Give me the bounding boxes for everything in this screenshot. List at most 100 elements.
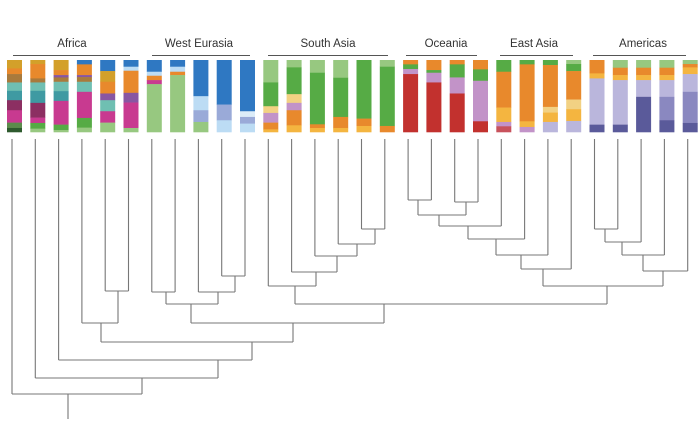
bar-segment-orange xyxy=(426,60,442,71)
bar-segment-lavender xyxy=(612,80,628,125)
ancestry-bar xyxy=(76,60,92,133)
bar-segment-orange xyxy=(100,81,116,94)
bar-segment-orange xyxy=(286,110,302,126)
bar-segment-lilac xyxy=(286,102,302,111)
ancestry-bar xyxy=(542,60,558,133)
group-bracket-south-asia xyxy=(268,55,388,56)
bar-segment-yellow-orange xyxy=(682,67,698,75)
bar-segment-lilac xyxy=(496,121,512,127)
bar-segment-navy xyxy=(612,124,628,133)
bar-segment-light-green xyxy=(566,60,582,65)
bar-segment-orange xyxy=(566,71,582,100)
bar-segment-lavender xyxy=(589,78,605,125)
bar-segment-yellow-orange xyxy=(659,75,675,81)
bar-segment-teal-light xyxy=(100,100,116,112)
bar-segment-green xyxy=(286,67,302,95)
bar-segment-light-blue xyxy=(146,71,162,77)
ancestry-bar xyxy=(263,60,279,133)
bar-segment-green xyxy=(542,60,558,66)
ancestry-bar xyxy=(612,60,628,133)
bar-segment-red xyxy=(426,82,442,133)
group-bracket-americas xyxy=(593,55,686,56)
bar-segment-orange xyxy=(659,67,675,76)
bar-segment-gold xyxy=(30,60,46,65)
bar-segment-brown xyxy=(76,77,92,83)
bar-segment-navy xyxy=(589,124,605,133)
bar-segment-yellow-orange xyxy=(286,125,302,133)
bar-segment-light-green xyxy=(636,60,652,69)
bar-segment-light-blue xyxy=(170,66,186,73)
ancestry-bar xyxy=(123,60,139,133)
bar-segment-orange xyxy=(356,118,372,127)
bar-segment-green xyxy=(356,60,372,119)
bar-segment-orange xyxy=(403,60,419,65)
ancestry-bar xyxy=(240,60,255,133)
ancestry-bar xyxy=(286,60,302,133)
ancestry-bar xyxy=(193,60,209,133)
bar-segment-navy xyxy=(636,96,652,133)
bar-segment-yellow-orange xyxy=(566,109,582,122)
ancestry-bar xyxy=(7,60,22,133)
bar-segment-yellow-orange xyxy=(309,127,325,133)
bar-segment-light-green xyxy=(193,121,209,133)
bar-segment-mid-purple xyxy=(659,96,675,121)
bar-segment-yellow-orange xyxy=(356,125,372,133)
group-label-west-eurasia: West Eurasia xyxy=(164,38,234,50)
bar-segment-yellow-orange xyxy=(263,129,279,133)
bar-segment-magenta xyxy=(53,100,69,125)
bar-segment-green xyxy=(76,117,92,128)
bar-segment-green xyxy=(30,122,46,129)
bar-segment-orange xyxy=(519,64,535,122)
bar-segment-pale-yellow xyxy=(566,99,582,110)
bar-segment-pale-yellow xyxy=(263,106,279,114)
bar-segment-orange xyxy=(636,67,652,76)
bar-segment-magenta xyxy=(123,102,139,129)
bar-segment-gold xyxy=(53,60,69,71)
bar-segment-yellow-orange xyxy=(333,127,349,133)
bar-segment-lilac xyxy=(473,80,488,122)
bar-segment-light-green xyxy=(286,60,302,68)
bar-segment-orange xyxy=(473,60,488,70)
bar-segment-orange xyxy=(496,71,512,108)
bar-segment-light-green xyxy=(263,60,279,83)
bar-segment-purple xyxy=(100,93,116,101)
bar-segment-navy xyxy=(682,122,698,133)
bar-segment-orange xyxy=(379,125,395,133)
bar-segment-mid-purple xyxy=(682,91,698,124)
ancestry-bar xyxy=(333,60,349,133)
bar-segment-light-green xyxy=(379,60,395,67)
bar-segment-blue xyxy=(193,60,209,97)
bar-segment-dark-green xyxy=(7,122,22,129)
group-label-americas: Americas xyxy=(619,38,667,50)
ancestry-bar xyxy=(170,60,186,133)
bar-segment-lilac xyxy=(426,72,442,83)
bar-segment-lavender xyxy=(682,74,698,93)
group-bracket-oceania xyxy=(406,55,477,56)
bar-segment-orange xyxy=(30,64,46,79)
bar-segment-darkest-green xyxy=(7,127,22,133)
bar-segment-blue xyxy=(100,60,116,72)
bar-segment-teal-light xyxy=(53,81,69,92)
group-bracket-east-asia xyxy=(500,55,573,56)
bar-segment-green xyxy=(333,77,349,118)
bar-segment-pale-yellow xyxy=(542,106,558,113)
bar-segment-magenta xyxy=(30,117,46,124)
bar-segment-green xyxy=(309,72,325,125)
bar-segment-red xyxy=(473,121,488,133)
bar-segment-periwinkle xyxy=(216,104,232,121)
bar-segment-pale-blue xyxy=(240,111,255,118)
bar-segment-green xyxy=(496,60,512,73)
bar-segment-orange xyxy=(333,116,349,129)
bar-segment-orange xyxy=(53,70,69,76)
bar-segment-lavender xyxy=(566,120,582,133)
bar-segment-lilac xyxy=(519,126,535,133)
bar-segment-light-green xyxy=(53,129,69,133)
bar-segment-brown xyxy=(53,77,69,83)
bar-segment-orange xyxy=(123,70,139,94)
bar-segment-blue xyxy=(170,60,186,67)
bar-segment-blue xyxy=(76,60,92,65)
bar-segment-teal-light xyxy=(76,81,92,93)
bar-segment-red xyxy=(449,93,465,133)
ancestry-bar xyxy=(659,60,675,133)
group-bracket-africa xyxy=(13,55,130,56)
